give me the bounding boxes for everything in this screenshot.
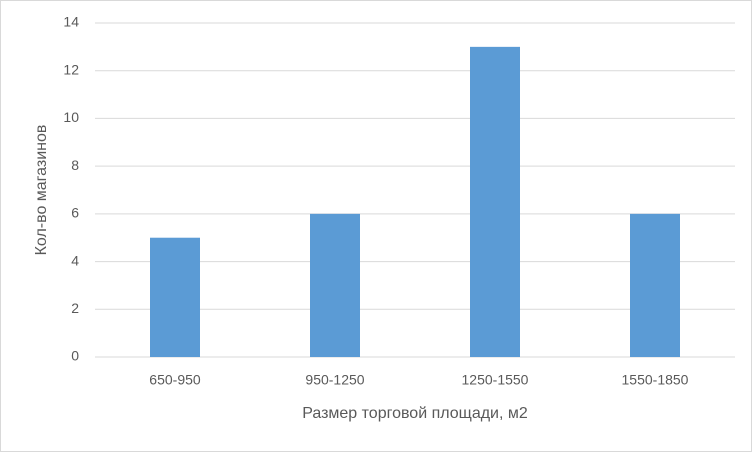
x-tick-label: 1550-1850 — [622, 372, 689, 388]
y-tick-label: 12 — [63, 61, 79, 77]
x-axis-title: Размер торговой площади, м2 — [302, 405, 528, 422]
bar — [310, 213, 360, 357]
y-tick-label: 4 — [71, 252, 79, 268]
y-tick-label: 0 — [71, 348, 79, 364]
bar — [470, 46, 520, 357]
x-tick-label: 1250-1550 — [462, 372, 529, 388]
y-tick-label: 2 — [71, 300, 79, 316]
y-axis-title: Кол-во магазинов — [33, 125, 50, 256]
y-tick-label: 10 — [63, 109, 79, 125]
x-tick-label: 950-1250 — [305, 372, 364, 388]
y-tick-label: 14 — [63, 14, 79, 30]
y-tick-label: 8 — [71, 157, 79, 173]
y-tick-label: 6 — [71, 205, 79, 221]
bar — [630, 213, 680, 357]
x-tick-label: 650-950 — [149, 372, 201, 388]
bar — [150, 237, 200, 357]
